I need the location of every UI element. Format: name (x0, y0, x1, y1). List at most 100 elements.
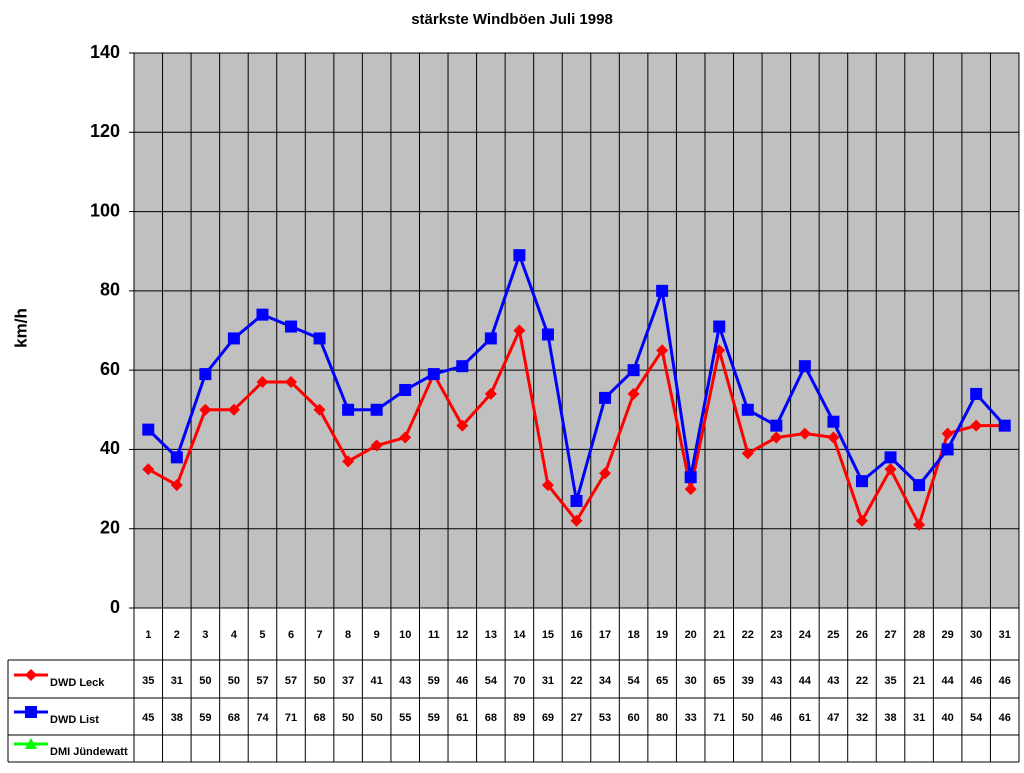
y-tick-label: 0 (110, 597, 120, 617)
table-value: 46 (770, 712, 782, 724)
table-value: 69 (542, 712, 554, 724)
data-point (342, 455, 355, 468)
table-value: 50 (371, 712, 383, 724)
data-point (941, 427, 954, 440)
data-point (855, 514, 868, 527)
x-tick-label: 26 (856, 629, 868, 641)
table-value: 37 (342, 675, 354, 687)
data-point (456, 419, 469, 432)
x-tick-label: 24 (799, 629, 812, 641)
data-point (998, 419, 1011, 432)
data-point (227, 332, 240, 345)
data-point (456, 360, 469, 373)
x-tick-label: 28 (913, 629, 925, 641)
data-point (741, 403, 754, 416)
data-point (599, 391, 612, 404)
data-point (170, 479, 183, 492)
table-value: 39 (742, 675, 754, 687)
table-value: 54 (485, 675, 498, 687)
x-tick-label: 12 (456, 629, 468, 641)
x-tick-label: 18 (627, 629, 639, 641)
table-value: 44 (942, 675, 955, 687)
table-value: 46 (970, 675, 982, 687)
table-value: 70 (513, 675, 525, 687)
legend-marker (25, 706, 37, 718)
table-value: 68 (485, 712, 497, 724)
table-value: 22 (856, 675, 868, 687)
data-point (684, 471, 697, 484)
x-tick-label: 21 (713, 629, 725, 641)
data-point (541, 479, 554, 492)
data-point (913, 518, 926, 531)
x-tick-label: 14 (513, 629, 526, 641)
y-tick-label: 80 (100, 280, 120, 300)
table-value: 22 (570, 675, 582, 687)
table-value: 35 (884, 675, 896, 687)
table-value: 68 (313, 712, 325, 724)
data-point (827, 431, 840, 444)
x-tick-label: 10 (399, 629, 411, 641)
table-value: 35 (142, 675, 154, 687)
table-value: 46 (999, 675, 1011, 687)
data-point (142, 463, 155, 476)
table-value: 50 (313, 675, 325, 687)
y-tick-label: 100 (90, 200, 120, 220)
table-value: 21 (913, 675, 925, 687)
data-point (798, 360, 811, 373)
data-point (370, 439, 383, 452)
chart-title: stärkste Windböen Juli 1998 (411, 11, 613, 28)
data-point (541, 328, 554, 341)
y-tick-label: 120 (90, 121, 120, 141)
data-point (570, 494, 583, 507)
table-value: 44 (799, 675, 812, 687)
x-tick-label: 19 (656, 629, 668, 641)
table-value: 55 (399, 712, 411, 724)
y-tick-label: 140 (90, 42, 120, 62)
data-point (285, 320, 298, 333)
x-tick-label: 3 (202, 629, 208, 641)
data-point (884, 451, 897, 464)
data-point (798, 427, 811, 440)
x-tick-label: 2 (174, 629, 180, 641)
table-value: 43 (827, 675, 839, 687)
table-value: 46 (999, 712, 1011, 724)
table-value: 50 (228, 675, 240, 687)
x-tick-label: 29 (942, 629, 954, 641)
x-tick-label: 16 (570, 629, 582, 641)
table-value: 68 (228, 712, 240, 724)
legend-label: DMI Jündewatt (50, 746, 128, 758)
x-tick-label: 30 (970, 629, 982, 641)
data-point (484, 332, 497, 345)
x-tick-label: 27 (884, 629, 896, 641)
x-tick-label: 8 (345, 629, 351, 641)
data-point (313, 403, 326, 416)
y-tick-label: 40 (100, 438, 120, 458)
y-axis-label: km/h (11, 308, 30, 348)
data-point (855, 475, 868, 488)
x-tick-label: 31 (999, 629, 1011, 641)
table-value: 34 (599, 675, 612, 687)
data-point (884, 463, 897, 476)
data-point (656, 344, 669, 357)
data-point (684, 483, 697, 496)
x-tick-label: 22 (742, 629, 754, 641)
data-point (484, 387, 497, 400)
data-point (199, 403, 212, 416)
x-tick-label: 15 (542, 629, 554, 641)
data-point (970, 387, 983, 400)
table-value: 89 (513, 712, 525, 724)
data-point (713, 320, 726, 333)
data-point (256, 308, 269, 321)
table-value: 47 (827, 712, 839, 724)
table-value: 61 (799, 712, 811, 724)
table-value: 65 (656, 675, 668, 687)
table-value: 57 (256, 675, 268, 687)
table-value: 45 (142, 712, 154, 724)
legend-label: DWD List (50, 714, 99, 726)
y-tick-label: 20 (100, 517, 120, 537)
x-tick-label: 9 (374, 629, 380, 641)
data-point (399, 383, 412, 396)
data-point (941, 443, 954, 456)
table-value: 40 (942, 712, 954, 724)
y-tick-label: 60 (100, 359, 120, 379)
